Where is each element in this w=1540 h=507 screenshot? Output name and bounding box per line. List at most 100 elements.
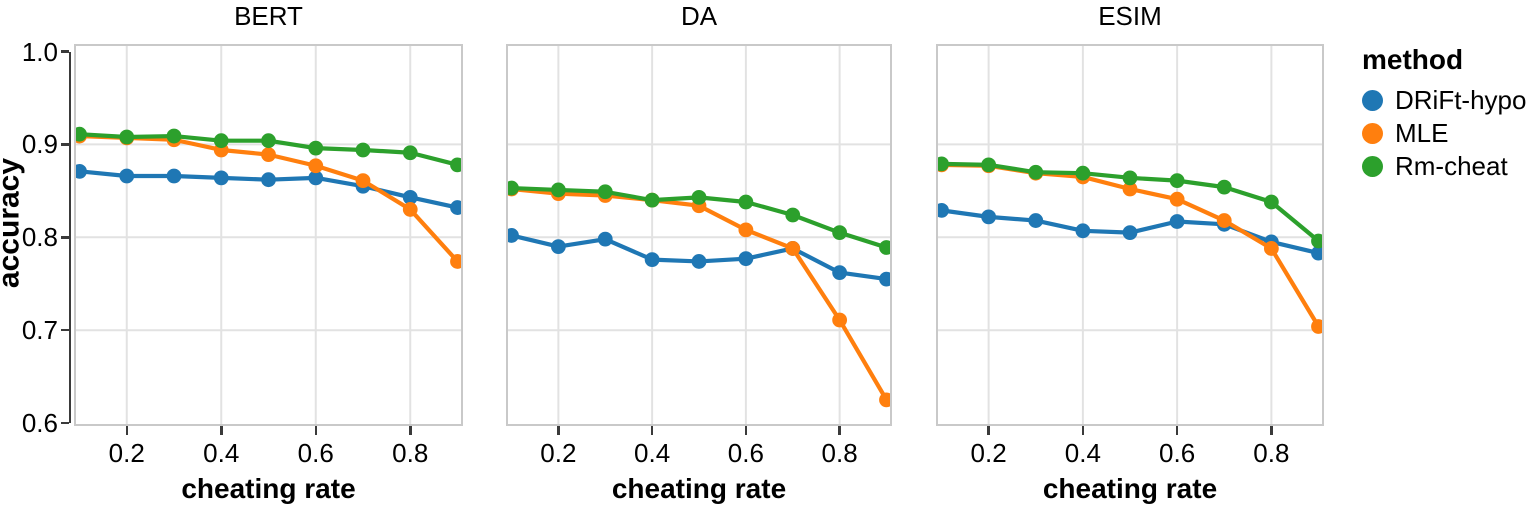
data-point-rm-cheat (1216, 179, 1232, 195)
x-tick-label: 0.8 (392, 438, 429, 468)
data-point-rm-cheat (1169, 173, 1185, 189)
data-point-drift-hypo (1028, 213, 1044, 228)
data-point-drift-hypo (166, 168, 182, 184)
data-point-rm-cheat (550, 182, 566, 198)
y-tick-label: 0.6 (21, 408, 58, 439)
data-point-drift-hypo (119, 168, 135, 184)
x-tick-label: 0.6 (297, 438, 334, 468)
data-point-mle (1216, 213, 1232, 228)
x-tick-mark (557, 426, 560, 435)
x-tick-mark (1175, 426, 1179, 435)
data-point-rm-cheat (981, 157, 997, 173)
x-tick-label: 0.2 (970, 438, 1007, 468)
data-point-rm-cheat (644, 192, 660, 208)
data-point-drift-hypo (76, 163, 87, 179)
data-point-mle (879, 392, 890, 408)
x-tick-mark (650, 426, 654, 435)
y-tick-mark (61, 143, 69, 146)
panel-esim (936, 44, 1324, 426)
data-point-mle (832, 312, 848, 328)
y-tick-label: 1.0 (21, 36, 58, 67)
data-point-drift-hypo (879, 271, 890, 287)
bert-line-plot (76, 46, 461, 424)
data-point-drift-hypo (597, 231, 613, 247)
y-tick-mark (61, 328, 69, 332)
x-axis-label: cheating rate (611, 473, 787, 504)
y-tick-mark (61, 421, 69, 425)
x-tick-mark (409, 426, 412, 435)
data-point-mle (738, 222, 754, 238)
legend-dot-rm-cheat-icon (1362, 156, 1383, 177)
data-point-rm-cheat (308, 140, 324, 156)
x-tick-label: 0.6 (727, 438, 764, 468)
data-point-mle (1311, 319, 1322, 334)
data-point-mle (785, 241, 801, 256)
data-point-drift-hypo (832, 265, 848, 281)
x-tick-label: 0.4 (1064, 438, 1101, 468)
data-point-mle (261, 147, 276, 163)
data-point-rm-cheat (1075, 165, 1091, 181)
series-line-mle (511, 186, 889, 401)
data-point-drift-hypo (1075, 223, 1091, 239)
legend: method DRiFt-hypo MLE Rm-cheat (1362, 46, 1526, 183)
panel-title-da: DA (680, 1, 718, 31)
panel-title-bert: BERT (234, 1, 303, 31)
data-point-rm-cheat (1263, 194, 1279, 210)
panel-title-esim: ESIM (1098, 1, 1162, 31)
x-tick-label: 0.6 (1159, 438, 1196, 468)
y-axis-spine (68, 51, 71, 424)
x-tick-mark (220, 426, 223, 435)
data-point-drift-hypo (1169, 214, 1185, 229)
data-point-rm-cheat (597, 184, 613, 200)
data-point-mle (450, 254, 461, 269)
data-point-rm-cheat (738, 194, 754, 210)
data-point-drift-hypo (1122, 225, 1138, 241)
data-point-drift-hypo (691, 254, 707, 269)
legend-label-mle: MLE (1395, 118, 1449, 148)
data-point-drift-hypo (738, 251, 754, 267)
data-point-drift-hypo (938, 202, 949, 218)
data-point-rm-cheat (1311, 233, 1322, 249)
x-tick-label: 0.4 (634, 438, 671, 468)
data-point-rm-cheat (119, 129, 135, 145)
data-point-mle (308, 158, 324, 174)
data-point-rm-cheat (213, 133, 229, 149)
data-point-rm-cheat (785, 207, 801, 223)
data-point-rm-cheat (879, 240, 890, 255)
data-point-drift-hypo (981, 209, 997, 225)
x-tick-label: 0.8 (1253, 438, 1290, 468)
legend-title: method (1362, 44, 1464, 75)
legend-item: MLE (1362, 117, 1526, 150)
esim-line-plot (938, 46, 1322, 424)
data-point-rm-cheat (402, 145, 418, 161)
x-tick-mark (987, 426, 990, 435)
legend-label-drift-hypo: DRiFt-hypo (1395, 85, 1527, 115)
x-tick-mark (1081, 426, 1085, 435)
data-point-drift-hypo (644, 252, 660, 267)
y-tick-mark (61, 50, 69, 53)
x-tick-label: 0.2 (108, 438, 145, 468)
data-point-rm-cheat (166, 128, 182, 144)
data-point-rm-cheat (832, 225, 848, 241)
data-point-rm-cheat (355, 142, 371, 158)
panel-bert (74, 44, 463, 426)
data-point-mle (1122, 181, 1138, 197)
x-axis-label: cheating rate (1042, 473, 1218, 504)
da-line-plot (508, 46, 890, 424)
data-point-drift-hypo (450, 200, 461, 215)
data-point-drift-hypo (308, 170, 324, 186)
data-point-mle (402, 202, 418, 217)
data-point-mle (1263, 241, 1279, 256)
data-point-drift-hypo (402, 189, 418, 205)
data-point-rm-cheat (691, 189, 707, 205)
x-tick-mark (1270, 426, 1273, 435)
legend-dot-drift-hypo-icon (1362, 90, 1383, 111)
data-point-rm-cheat (76, 126, 87, 142)
x-axis-label: cheating rate (181, 473, 356, 504)
data-point-rm-cheat (261, 133, 276, 149)
data-point-rm-cheat (938, 156, 949, 172)
data-point-drift-hypo (213, 170, 229, 186)
data-point-mle (355, 173, 371, 189)
x-tick-label: 0.2 (540, 438, 577, 468)
